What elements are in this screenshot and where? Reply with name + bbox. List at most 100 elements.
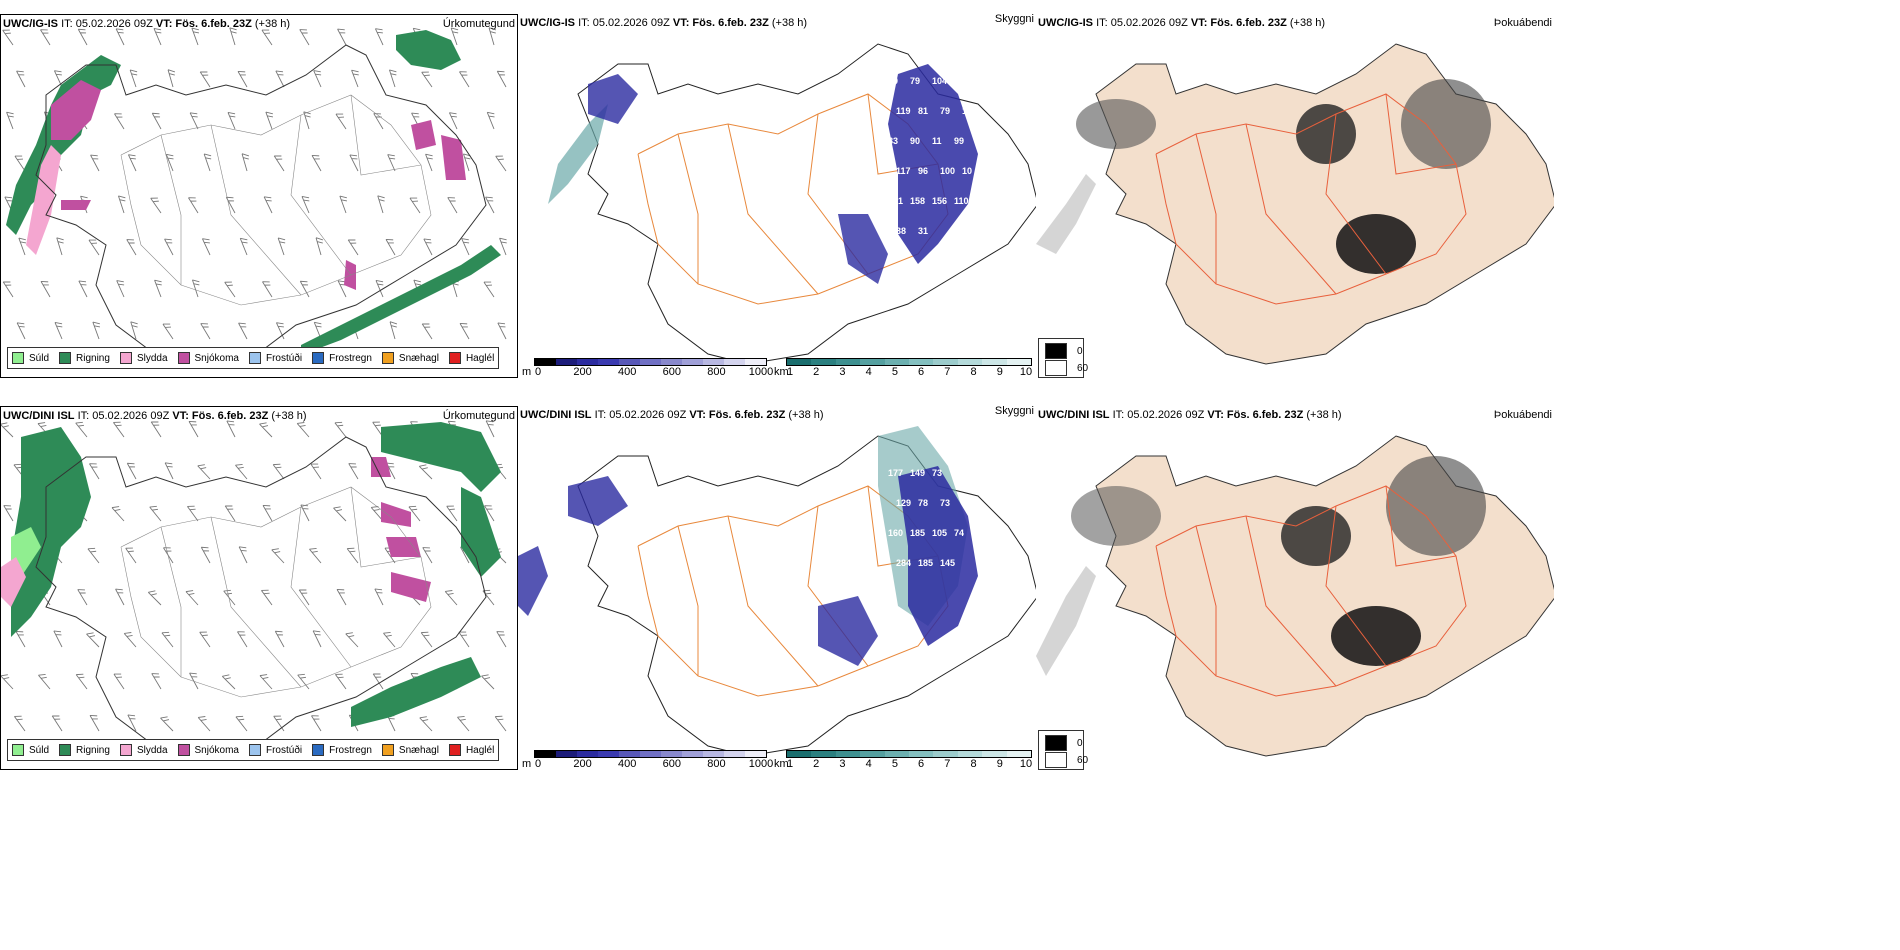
model-name: UWC/DINI ISL (520, 409, 592, 421)
init-time: IT: 05.02.2026 09Z (61, 18, 153, 30)
colorbar-tick-label: 1000 (748, 758, 774, 770)
legend-swatch (248, 744, 261, 756)
wind-barb (226, 420, 236, 438)
precip-type-map-bottom: UWC/DINI ISL IT: 05.02.2026 09Z VT: Fös.… (0, 406, 518, 770)
wind-barb (127, 714, 137, 732)
ring-road (1155, 485, 1467, 697)
ceiling-value-label: 158 (910, 196, 925, 206)
colorbar-tick-label: 0 (534, 758, 542, 770)
ceiling-value-label: 31 (918, 226, 928, 236)
ceiling-value-label: 96 (918, 166, 928, 176)
wind-barb (265, 111, 274, 130)
iceland-outline (577, 435, 1036, 757)
colorbar-swatch (982, 359, 1007, 365)
wind-barb (312, 630, 322, 648)
low-cloud-area (518, 546, 548, 616)
wind-barb (154, 279, 162, 298)
wind-barb (261, 29, 273, 46)
wind-barb (16, 70, 26, 88)
snow-area (441, 135, 466, 180)
init-time: IT: 05.02.2026 09Z (1112, 409, 1205, 421)
wind-barb (56, 237, 64, 256)
ring-road (120, 486, 432, 698)
wind-barb (126, 239, 137, 256)
ceiling-value-label: 119 (896, 106, 911, 116)
wind-barb (224, 505, 236, 522)
colorbar-unit: m (522, 758, 532, 770)
ceiling-value-label: 100 (940, 166, 955, 176)
iceland-land (1095, 43, 1554, 365)
init-time: IT: 05.02.2026 09Z (594, 409, 687, 421)
colorbar-strip (534, 358, 767, 366)
colorbar-swatch (745, 359, 766, 365)
wind-barb (150, 197, 162, 214)
rain-area (381, 422, 501, 492)
road (1385, 485, 1457, 567)
wind-barb (235, 715, 248, 732)
legend-label: Haglél (465, 352, 495, 364)
wind-barb (345, 632, 359, 648)
wind-barb (346, 547, 359, 564)
colorbar-swatch (860, 751, 885, 757)
panel-title: UWC/IG-IS IT: 05.02.2026 09Z VT: Fös. 6.… (3, 18, 290, 30)
colorbar-swatch (884, 751, 910, 757)
ceiling-value-label: 73 (932, 468, 942, 478)
ceiling-value-label: 10 (962, 166, 972, 176)
legend-label: Frostregn (329, 744, 372, 756)
wind-barb (483, 281, 495, 298)
wind-barb (485, 196, 495, 214)
panel-label-precip: Úrkomutegund (442, 410, 515, 422)
wind-barb (189, 112, 199, 130)
wind-barb (421, 323, 433, 340)
wind-barb (203, 153, 212, 172)
wind-barb (188, 420, 199, 438)
wind-barb (347, 239, 359, 256)
wind-barb (229, 27, 237, 46)
legend-label: Haglél (465, 744, 495, 756)
legend-item: Snjókoma (177, 744, 239, 756)
rain-area (351, 657, 481, 727)
wind-barb (310, 463, 322, 480)
legend-swatch (312, 744, 325, 756)
colorbar-swatch (703, 359, 724, 365)
colorbar-swatch (884, 359, 910, 365)
fog-legend-row: 0 (1045, 735, 1083, 751)
ring-road (1155, 93, 1467, 305)
wind-barb (18, 237, 27, 256)
snow-area (371, 457, 391, 477)
colorbar-swatch (860, 359, 885, 365)
wind-barb (16, 322, 26, 340)
legend-label: Snæhagl (398, 744, 439, 756)
wind-barb (1, 422, 14, 438)
wind-barb (425, 153, 433, 172)
wind-barb (275, 70, 285, 88)
colorbar-tick-label: 7 (944, 366, 951, 378)
wind-barb (2, 29, 14, 46)
fog-legend-row: 60 (1045, 752, 1088, 768)
ceiling-value-label: 145 (940, 558, 955, 568)
wind-barb (185, 590, 199, 606)
wind-barb (114, 113, 125, 130)
fog-area (1036, 566, 1096, 676)
colorbar-tick-label: 8 (970, 758, 977, 770)
wind-barb (227, 111, 236, 130)
road (290, 114, 352, 276)
model-name: UWC/IG-IS (3, 18, 58, 30)
ceiling-value-label: 78 (918, 498, 928, 508)
rain-area (6, 55, 121, 235)
ceiling-value-label: 177 (888, 468, 903, 478)
colorbar-tick-label: 1 (786, 366, 794, 378)
legend-item: Haglél (448, 352, 495, 364)
wind-barb (333, 506, 347, 522)
wind-barb (187, 505, 199, 522)
road (1195, 133, 1217, 284)
wind-barb (499, 237, 507, 256)
wind-barb (300, 504, 310, 522)
roads (1155, 485, 1467, 697)
colorbar-swatch (909, 359, 934, 365)
wind-barb (389, 69, 397, 88)
fog-area (1386, 456, 1486, 556)
wind-barb (277, 237, 286, 256)
colorbar-tick-label: 200 (573, 366, 592, 378)
wind-barb (125, 547, 137, 564)
